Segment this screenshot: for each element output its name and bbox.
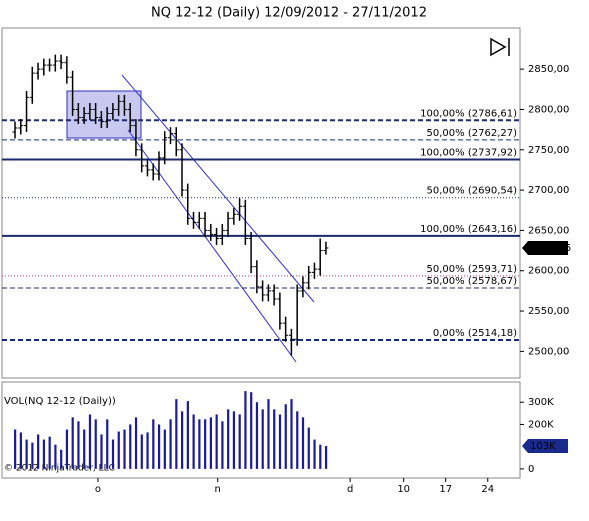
level-label: 50,00% (2762,27) — [427, 128, 518, 139]
volume-bar — [284, 404, 287, 469]
y-tick-label: 200K — [528, 419, 554, 430]
volume-bar — [267, 399, 270, 469]
y-tick-label: 2750,00 — [528, 145, 569, 156]
volume-panel — [1, 381, 521, 479]
volume-bar — [25, 439, 28, 469]
volume-bar — [301, 417, 305, 469]
channel-line — [127, 129, 297, 363]
volume-bar — [163, 429, 166, 469]
volume-bar — [100, 434, 103, 469]
y-tick-label: 2650,00 — [528, 225, 569, 236]
volume-bar — [117, 431, 120, 469]
volume-bar — [290, 399, 293, 469]
x-tick-label: n — [215, 484, 221, 495]
volume-bar — [198, 419, 201, 469]
volume-bar — [48, 436, 51, 469]
x-tick-label: 10 — [397, 484, 410, 495]
chart-title: NQ 12-12 (Daily) 12/09/2012 - 27/11/2012 — [151, 6, 427, 21]
volume-bar — [175, 399, 178, 469]
volume-bar — [129, 424, 132, 469]
y-tick-label: 0 — [528, 464, 534, 475]
y-tick-label: 2850,00 — [528, 64, 569, 75]
last-value-label: 103K — [530, 441, 556, 452]
volume-bar — [169, 419, 172, 469]
channel-line — [121, 74, 315, 303]
volume-bar — [88, 414, 92, 469]
last-value-tag — [522, 240, 568, 255]
volume-bar — [65, 429, 69, 469]
volume-bar — [134, 417, 138, 469]
level-label: 50,00% (2578,67) — [427, 276, 518, 287]
volume-bar — [54, 444, 57, 469]
volume-bar — [192, 414, 195, 469]
volume-bar — [307, 427, 310, 469]
y-tick-label: 2800,00 — [528, 104, 569, 115]
volume-bar — [209, 417, 212, 469]
volume-bar — [140, 434, 143, 469]
volume-bar — [255, 402, 259, 469]
y-tick-label: 2600,00 — [528, 266, 569, 277]
level-label: 50,00% (2593,71) — [427, 264, 518, 275]
level-label: 100,00% (2643,16) — [420, 224, 517, 235]
volume-bar — [186, 401, 189, 469]
x-tick-label: 24 — [481, 484, 494, 495]
volume-bar — [204, 419, 207, 469]
volume-bar — [71, 417, 74, 469]
volume-bar — [278, 414, 282, 469]
volume-bar — [296, 411, 299, 469]
volume-title: VOL(NQ 12-12 (Daily)) — [4, 396, 116, 407]
volume-bar — [261, 409, 264, 469]
x-tick-label: o — [95, 484, 101, 495]
volume-bar — [19, 432, 22, 469]
copyright: © 2012 NinjaTrader, LLC — [4, 464, 115, 474]
volume-bar — [37, 434, 40, 469]
x-tick-label: d — [347, 484, 353, 495]
y-tick-label: 2550,00 — [528, 306, 569, 317]
volume-bar — [111, 439, 115, 469]
volume-bar — [94, 419, 97, 469]
volume-bar — [83, 429, 86, 469]
last-value-tag — [522, 439, 568, 453]
last-value-label: 2628,25 — [530, 243, 571, 254]
volume-bar — [152, 419, 155, 469]
level-label: 100,00% (2737,92) — [420, 148, 517, 159]
volume-bar — [244, 391, 247, 469]
level-label: 50,00% (2690,54) — [427, 186, 518, 197]
volume-bar — [146, 432, 149, 469]
volume-bar — [273, 409, 276, 469]
volume-bar — [250, 392, 253, 469]
volume-bar — [42, 439, 46, 469]
volume-bar — [319, 444, 322, 469]
level-label: 100,00% (2786,61) — [420, 108, 517, 119]
y-tick-label: 2700,00 — [528, 185, 569, 196]
volume-bar — [180, 411, 184, 469]
volume-bar — [14, 429, 17, 469]
play-icon[interactable] — [490, 37, 507, 57]
volume-bar — [238, 414, 241, 469]
volume-bar — [313, 439, 316, 469]
volume-bar — [31, 442, 34, 469]
volume-bar — [123, 429, 126, 469]
volume-bar — [157, 424, 161, 469]
volume-bar — [227, 409, 230, 469]
y-tick-label: 300K — [528, 397, 554, 408]
volume-bar — [232, 411, 236, 469]
volume-bar — [221, 421, 224, 469]
y-tick-label: 2500,00 — [528, 346, 569, 357]
x-tick-label: 17 — [439, 484, 452, 495]
volume-bar — [106, 419, 109, 469]
collapse-icon[interactable] — [490, 37, 510, 57]
price-panel — [1, 27, 521, 379]
volume-bar — [77, 421, 80, 469]
volume-bar — [324, 446, 328, 469]
level-label: 0,00% (2514,18) — [433, 328, 517, 339]
volume-bar — [215, 414, 218, 469]
volume-bar — [60, 449, 63, 469]
